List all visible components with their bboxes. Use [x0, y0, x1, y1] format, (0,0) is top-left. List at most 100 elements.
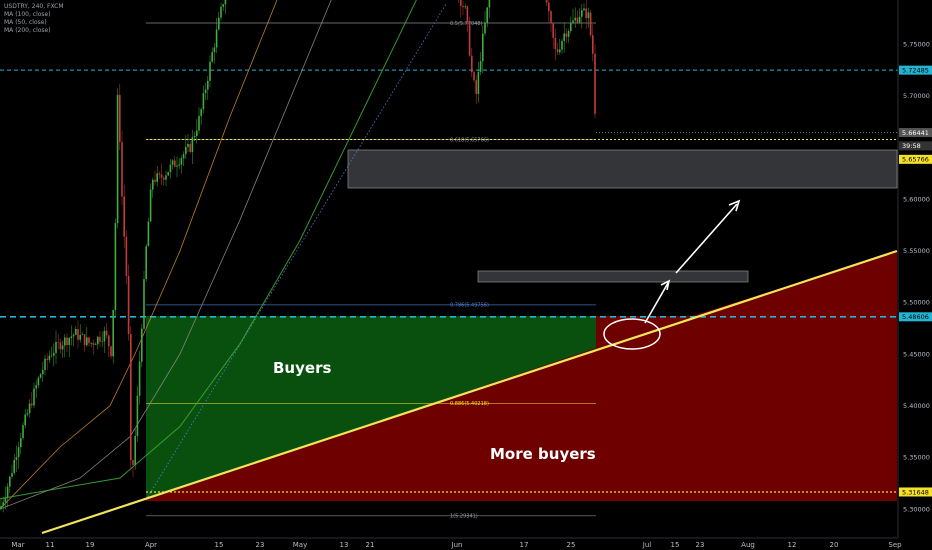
price-tag-label: 39:58: [902, 142, 921, 150]
support-box: [477, 270, 749, 283]
candle-body: [79, 334, 81, 340]
candle-body: [22, 425, 24, 439]
series-ma200: [0, 0, 417, 500]
candle-body: [61, 345, 64, 350]
price-axis[interactable]: [898, 0, 932, 550]
price-tags: 5.72485 5.66441 39:58 5.65766 5.48606 5.31648: [899, 65, 932, 497]
candle-body: [116, 94, 119, 224]
x-tick-label: 13: [340, 541, 349, 549]
forecast-arrows: [644, 199, 741, 324]
candle-body: [178, 164, 180, 166]
candle-body: [121, 141, 123, 197]
x-tick-label: 23: [256, 541, 265, 549]
candle-body: [200, 109, 202, 116]
candle-body: [86, 337, 88, 346]
y-tick-label: 5.60000: [903, 195, 930, 203]
x-tick-label: 11: [46, 541, 55, 549]
x-tick-label: 15: [215, 541, 224, 549]
candle-body: [15, 457, 18, 460]
candle-body: [198, 115, 200, 131]
candle-body: [48, 355, 51, 360]
fib-level-label: 1(5.29341): [450, 514, 478, 520]
x-tick-label: Aug: [741, 541, 755, 549]
candle-body: [468, 21, 471, 56]
candle-body: [552, 23, 554, 38]
candle-body: [11, 473, 13, 477]
candle-body: [44, 358, 46, 371]
fib-trend-line: [145, 3, 447, 501]
legend-ma-200: MA (200, close): [4, 27, 51, 34]
candle-body: [464, 6, 466, 8]
candle-body: [88, 337, 90, 344]
candle-body: [574, 17, 576, 21]
candle-body: [50, 355, 53, 357]
price-tag-bg: [899, 154, 932, 164]
candle-body: [482, 33, 484, 62]
candle-body: [90, 343, 92, 344]
x-tick-label: Jul: [642, 541, 652, 549]
candle-body: [471, 55, 473, 73]
candle-body: [110, 346, 112, 357]
x-tick-label: 15: [671, 541, 680, 549]
candle-body: [477, 71, 480, 94]
candle-body: [554, 37, 557, 50]
x-tick-label: 25: [567, 541, 576, 549]
candle-body: [37, 377, 40, 386]
price-tag-label: 5.65766: [902, 156, 929, 164]
candle-body: [158, 173, 161, 175]
candle-body: [72, 334, 75, 337]
candle-body: [31, 403, 33, 406]
more-buyers-label: More buyers: [490, 445, 596, 463]
candle-body: [59, 342, 62, 350]
more-buyers-zone: [146, 252, 897, 501]
highlight-ellipse: [603, 318, 661, 350]
candle-body: [17, 447, 20, 458]
resistance-box: [347, 149, 898, 189]
price-tag-bg: [899, 65, 932, 75]
series-ma50: [0, 0, 278, 510]
candle-body: [24, 414, 26, 426]
x-tick-label: 12: [788, 541, 797, 549]
candle-body: [57, 342, 59, 343]
candle-body: [207, 80, 209, 90]
candle-body: [191, 137, 194, 152]
series-ma100: [0, 0, 332, 510]
candle-body: [103, 330, 106, 342]
x-tick-label: 20: [830, 541, 839, 549]
candle-body: [66, 337, 68, 346]
price-tag-label: 5.48606: [902, 313, 929, 321]
x-tick-label: Sep: [888, 541, 902, 549]
candle-body: [488, 0, 491, 8]
symbol-title: USDTRY, 240, FXCM: [4, 3, 64, 10]
candle-body: [187, 143, 189, 147]
candle-body: [581, 10, 583, 17]
candle-body: [163, 177, 165, 180]
candle-body: [105, 330, 108, 336]
candle-body: [92, 343, 95, 345]
fib-level-label: 0.786(5.49756): [450, 303, 489, 309]
candle-body: [149, 189, 152, 222]
candle-body: [473, 72, 475, 81]
candle-body: [211, 52, 213, 62]
candle-body: [594, 53, 596, 115]
candle-body: [563, 33, 565, 41]
time-axis[interactable]: [0, 538, 932, 550]
candle-body: [196, 130, 198, 136]
candle-body: [130, 333, 132, 461]
candle-body: [46, 358, 48, 360]
candle-body: [108, 335, 110, 347]
candle-body: [559, 49, 561, 53]
y-tick-label: 5.45000: [903, 350, 930, 358]
candle-body: [479, 61, 482, 72]
price-tag-bg: [899, 128, 932, 138]
candle-body: [6, 486, 9, 498]
x-tick-label: 17: [520, 541, 529, 549]
trendline[interactable]: [41, 249, 898, 535]
candle-body: [484, 22, 486, 34]
candle-body: [213, 47, 216, 53]
candle-body: [545, 0, 548, 3]
candle-body: [0, 506, 2, 509]
y-tick-label: 5.50000: [903, 299, 930, 307]
price-tag-bg: [899, 487, 932, 497]
